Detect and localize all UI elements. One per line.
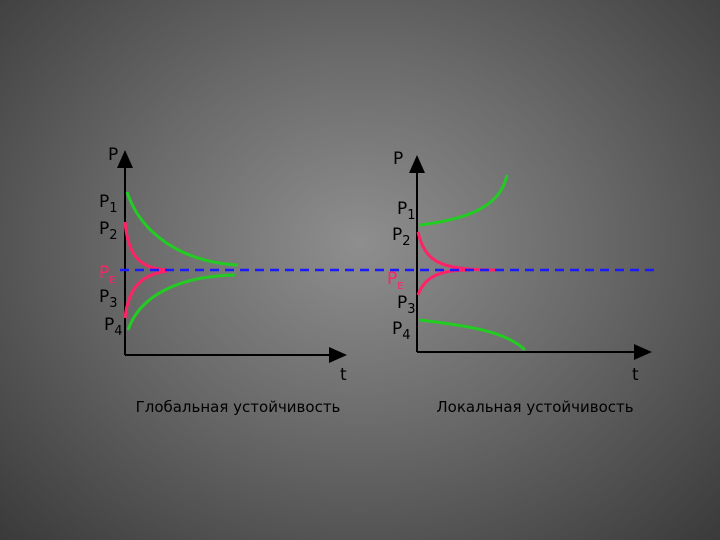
level-name: P	[392, 225, 402, 245]
level-sub: 2	[402, 234, 410, 249]
level-label: PE	[387, 269, 404, 292]
level-label: P2	[392, 225, 411, 249]
level-name: P	[104, 315, 114, 335]
curve	[416, 231, 496, 272]
level-name: P	[397, 293, 407, 313]
level-name: P	[392, 319, 402, 339]
level-sub: 2	[109, 228, 117, 243]
curve	[125, 191, 239, 267]
axis-label: t	[340, 365, 347, 385]
level-sub: 4	[114, 324, 122, 339]
level-label: PE	[99, 263, 116, 286]
curve	[123, 269, 169, 319]
level-name: P	[99, 219, 109, 239]
level-label: P1	[99, 192, 118, 216]
axis-label: t	[632, 365, 639, 385]
curve	[126, 273, 236, 331]
level-label: P3	[99, 287, 118, 311]
level-label: P4	[392, 319, 411, 343]
curve	[419, 318, 527, 352]
level-label: P1	[397, 199, 416, 223]
level-sub: 1	[407, 208, 415, 223]
level-sub: E	[397, 281, 403, 292]
level-name: P	[387, 269, 397, 289]
left-diagram	[117, 150, 347, 363]
caption: Глобальная устойчивость	[136, 398, 341, 416]
curve	[416, 268, 471, 296]
level-label: P3	[397, 293, 416, 317]
right-diagram	[409, 155, 652, 360]
level-name: P	[397, 199, 407, 219]
level-label: P2	[99, 219, 118, 243]
level-sub: 4	[402, 328, 410, 343]
level-name: P	[99, 263, 109, 283]
curve	[419, 174, 509, 227]
level-sub: 3	[109, 296, 117, 311]
level-name: P	[99, 287, 109, 307]
level-sub: 3	[407, 302, 415, 317]
level-label: P4	[104, 315, 123, 339]
curve	[123, 221, 169, 272]
level-sub: E	[109, 275, 115, 286]
caption: Локальная устойчивость	[436, 398, 633, 416]
axis-label: P	[393, 149, 403, 169]
level-sub: 1	[109, 201, 117, 216]
axis-label: P	[108, 145, 118, 165]
level-name: P	[99, 192, 109, 212]
